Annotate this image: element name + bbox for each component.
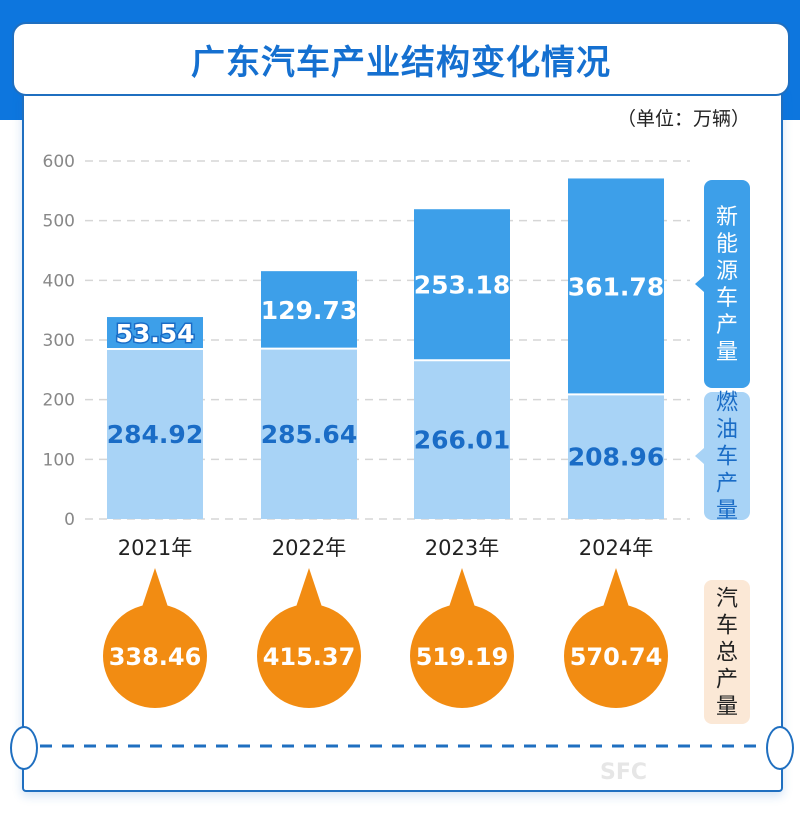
legend-total-text: 总 bbox=[716, 641, 738, 666]
title-box: 广东汽车产业结构变化情况 bbox=[12, 22, 790, 96]
bar-label-fuel: 284.92 bbox=[107, 420, 203, 449]
legend-nev-text: 新 bbox=[716, 205, 738, 230]
bar-fuel bbox=[568, 394, 664, 519]
legend-fuel-text: 产 bbox=[716, 472, 738, 497]
legend-total-text: 车 bbox=[716, 614, 738, 639]
legend-nev-box bbox=[704, 180, 750, 388]
legend-total-box bbox=[704, 580, 750, 724]
total-bubble bbox=[257, 604, 361, 708]
y-tick-label: 300 bbox=[43, 331, 75, 351]
legend-nev-text: 能 bbox=[716, 232, 738, 257]
total-label: 570.74 bbox=[570, 643, 663, 671]
x-tick-label: 2024年 bbox=[579, 536, 653, 560]
legend-total-text: 产 bbox=[716, 668, 738, 693]
bar-fuel bbox=[414, 360, 510, 519]
y-tick-label: 400 bbox=[43, 271, 75, 291]
bar-label-fuel: 285.64 bbox=[261, 420, 357, 449]
bar-fuel bbox=[261, 348, 357, 519]
bar-nev bbox=[568, 178, 664, 395]
x-tick-label: 2022年 bbox=[272, 536, 346, 560]
y-tick-label: 100 bbox=[43, 450, 75, 470]
bar-nev bbox=[414, 209, 510, 361]
total-bubble bbox=[410, 604, 514, 708]
legend-nev-text: 源 bbox=[716, 259, 738, 284]
legend-fuel-text: 燃 bbox=[716, 391, 738, 416]
x-tick-label: 2023年 bbox=[425, 536, 499, 560]
y-tick-label: 500 bbox=[43, 212, 75, 232]
total-bubble-pointer bbox=[448, 568, 476, 610]
legend-nev-pointer bbox=[695, 276, 704, 292]
legend-total-text: 量 bbox=[716, 695, 738, 720]
legend-fuel-text: 油 bbox=[716, 418, 738, 443]
x-tick-label: 2021年 bbox=[118, 536, 192, 560]
legend-nev-text: 车 bbox=[716, 286, 738, 311]
bar-nev bbox=[107, 317, 203, 349]
total-bubble-pointer bbox=[141, 568, 169, 610]
bar-label-nev: 129.73 bbox=[261, 296, 357, 325]
bar-label-fuel: 266.01 bbox=[414, 426, 510, 455]
bar-label-fuel: 208.96 bbox=[568, 443, 664, 472]
legend-nev-text: 量 bbox=[716, 340, 738, 365]
card-notch-right bbox=[766, 726, 794, 770]
total-label: 519.19 bbox=[416, 643, 509, 671]
total-bubble-pointer bbox=[602, 568, 630, 610]
legend-fuel-pointer bbox=[695, 448, 704, 464]
legend-nev-text: 产 bbox=[716, 313, 738, 338]
watermark-logo: SFC bbox=[600, 760, 648, 785]
card-notch-left bbox=[10, 726, 38, 770]
page-title: 广东汽车产业结构变化情况 bbox=[191, 42, 611, 83]
bar-nev bbox=[261, 271, 357, 349]
legend-total-text: 汽 bbox=[716, 587, 738, 612]
y-tick-label: 0 bbox=[64, 510, 75, 530]
legend-fuel-text: 量 bbox=[716, 499, 738, 524]
total-bubble bbox=[103, 604, 207, 708]
y-tick-label: 200 bbox=[43, 391, 75, 411]
total-label: 338.46 bbox=[109, 643, 202, 671]
total-label: 415.37 bbox=[263, 643, 356, 671]
unit-label: （单位：万辆） bbox=[616, 108, 750, 130]
bar-label-nev: 53.54 bbox=[115, 319, 194, 348]
bar-label-nev: 361.78 bbox=[568, 272, 664, 301]
bar-label-nev: 253.18 bbox=[414, 271, 510, 300]
bar-fuel bbox=[107, 348, 203, 519]
total-bubble-pointer bbox=[295, 568, 323, 610]
total-bubble bbox=[564, 604, 668, 708]
legend-fuel-box bbox=[704, 392, 750, 520]
legend-fuel-text: 车 bbox=[716, 445, 738, 470]
y-tick-label: 600 bbox=[43, 152, 75, 172]
